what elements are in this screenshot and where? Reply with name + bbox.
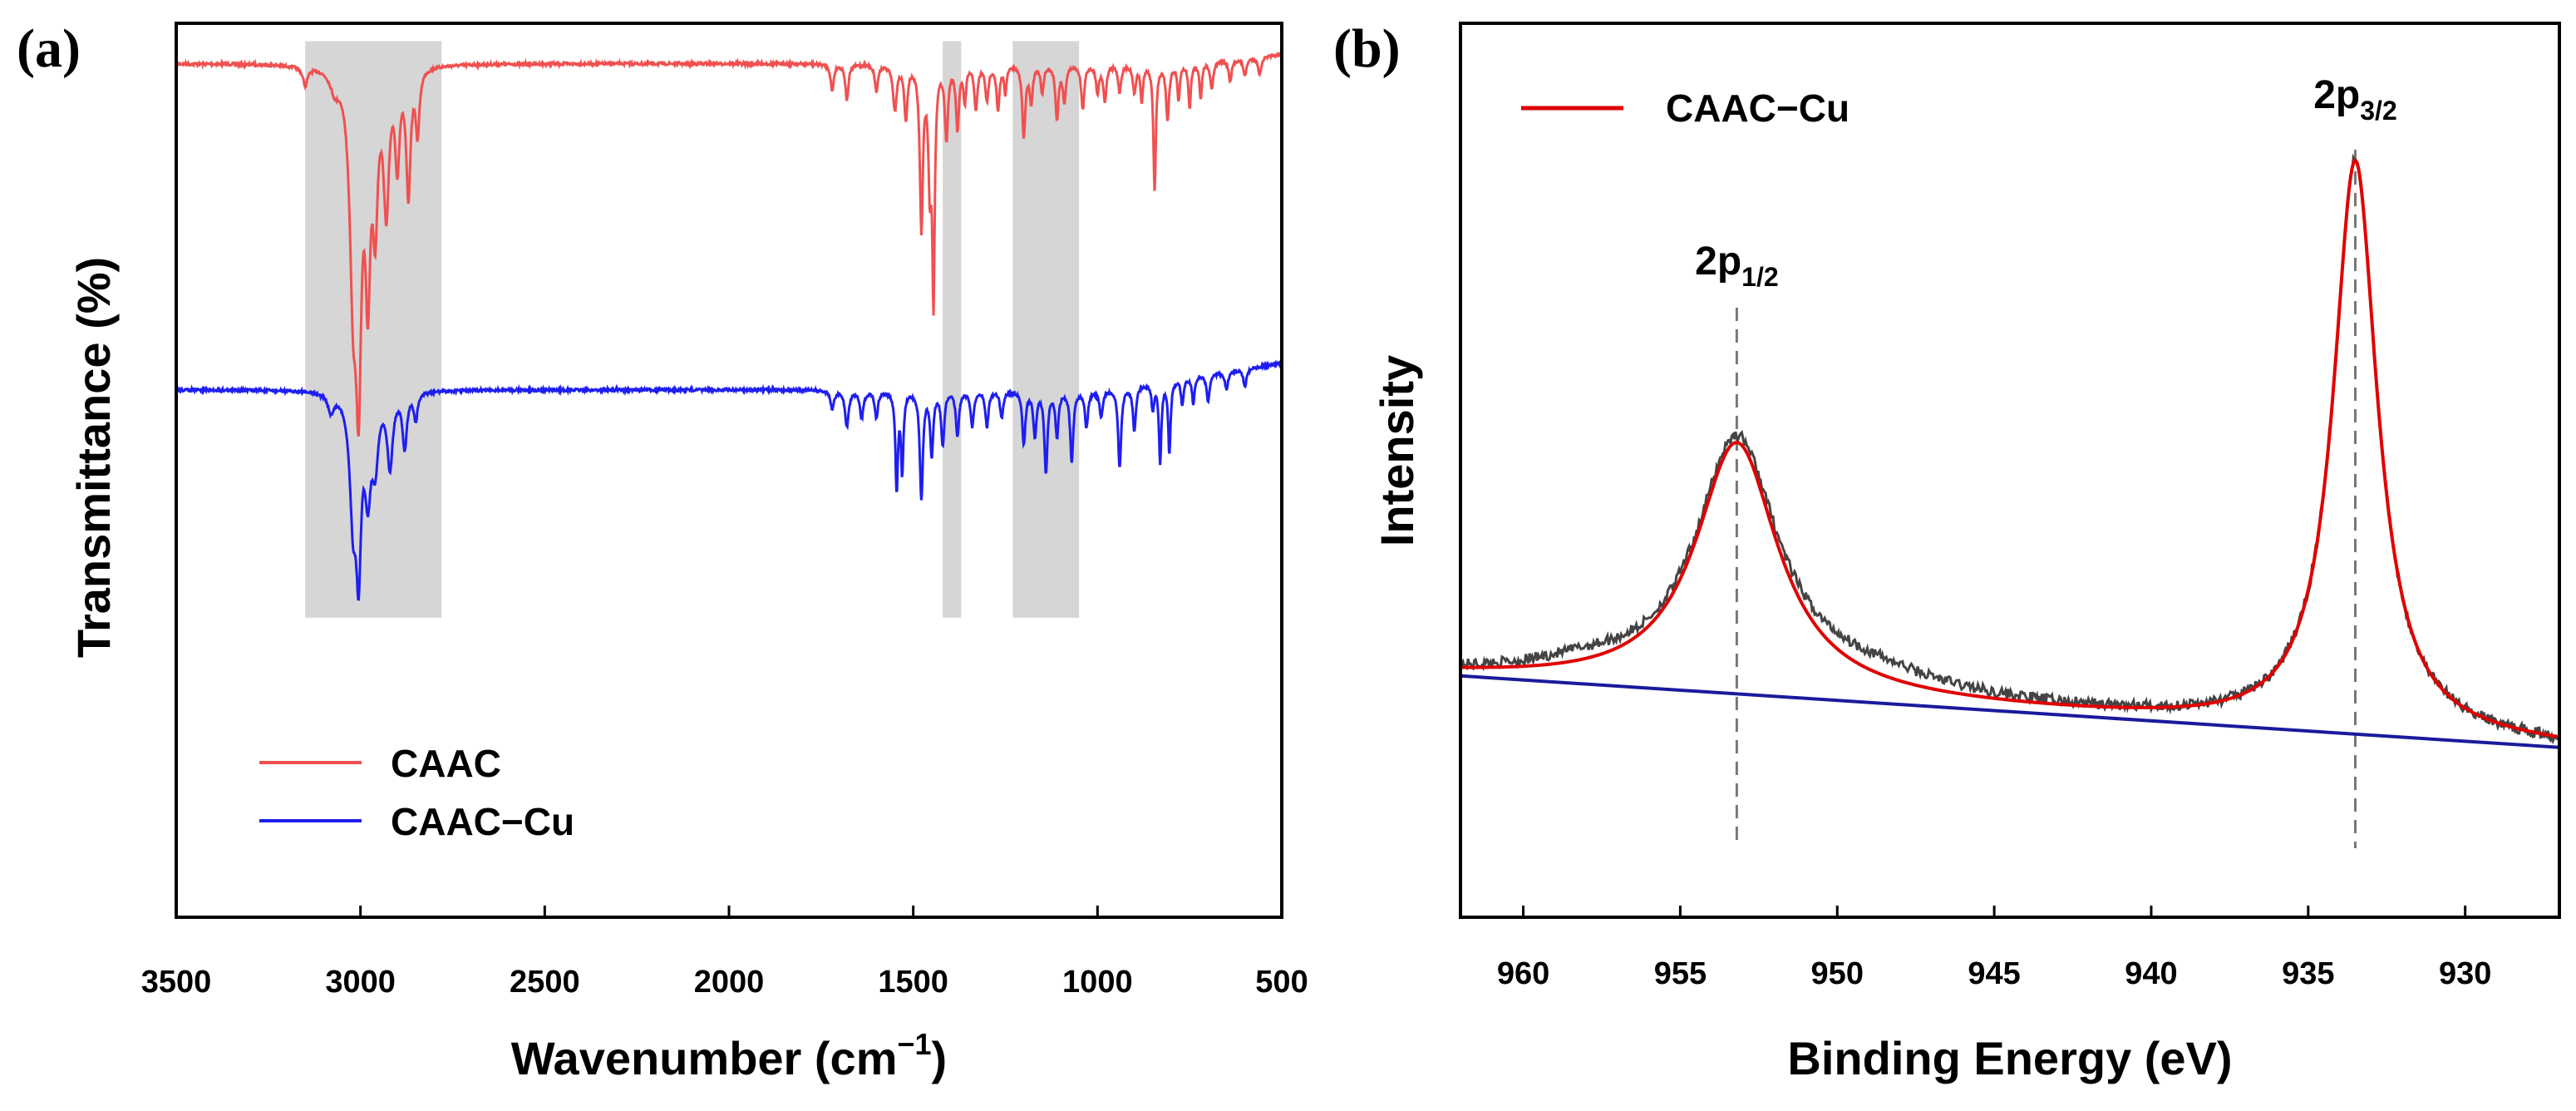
x-axis-title: Wavenumber (cm−1) [511, 1027, 947, 1084]
series-group [175, 51, 1283, 601]
x-tick-label: 960 [1497, 956, 1549, 991]
x-tick-label: 935 [2282, 956, 2334, 991]
shaded-region-1 [943, 41, 962, 618]
x-tick-label: 930 [2439, 956, 2491, 991]
shaded-region-0 [305, 41, 442, 618]
legend: CAAC CAAC−Cu [259, 742, 574, 843]
shaded-regions [305, 41, 1080, 618]
panel-b-frame [1459, 22, 2561, 919]
x-axis-title-close: ) [932, 1032, 948, 1084]
x-tick-label: 950 [1811, 956, 1864, 991]
peak-label-subscript: 1/2 [1741, 262, 1778, 292]
x-tick-label: 955 [1654, 956, 1707, 991]
x-tick-label: 1000 [1062, 965, 1133, 1000]
legend: CAAC−Cu [1521, 86, 1849, 130]
x-axis-title-main: Wavenumber (cm [511, 1032, 898, 1084]
series-line-caac [175, 51, 1283, 437]
peak-label: 2p1/2 [1695, 239, 1779, 292]
peak-label: 2p3/2 [2313, 73, 2397, 126]
legend-label-caac: CAAC [391, 742, 501, 785]
x-tick-label: 3500 [141, 965, 212, 1000]
series-line-caac-cu [175, 359, 1283, 601]
x-tick-label: 500 [1255, 965, 1308, 1000]
y-axis-title: Transmittance (%) [67, 257, 120, 658]
panel-b: (b) 960 955 950 945 940 935 930 Binding Energy… [1333, 18, 2561, 1084]
background-line [1460, 674, 2560, 749]
x-tick-label: 2000 [694, 965, 765, 1000]
series-line-raw [1459, 153, 2560, 745]
x-tick-label: 3000 [325, 965, 396, 1000]
x-tick-label: 945 [1968, 956, 2020, 991]
x-axis-ticks: 3500 3000 2500 2000 1500 1000 500 [141, 906, 1308, 1000]
legend-label-caac-cu: CAAC−Cu [1666, 86, 1849, 130]
x-tick-label: 2500 [510, 965, 580, 1000]
panel-a-label: (a) [17, 18, 81, 79]
y-axis-title: Intensity [1371, 355, 1423, 546]
peak-label-base: 2p [2313, 73, 2360, 117]
peak-label-base: 2p [1695, 239, 1741, 284]
x-tick-label: 940 [2125, 956, 2177, 991]
legend-label-caac-cu: CAAC−Cu [391, 800, 574, 843]
panel-b-label: (b) [1333, 18, 1401, 79]
peak-label-subscript: 3/2 [2360, 96, 2396, 126]
x-tick-label: 1500 [878, 965, 948, 1000]
series-line-fit [1460, 157, 2560, 739]
x-axis-title: Binding Energy (eV) [1787, 1032, 2232, 1084]
x-axis-ticks: 960 955 950 945 940 935 930 [1497, 906, 2491, 991]
x-axis-title-superscript: −1 [898, 1027, 932, 1061]
panel-a: (a) 3500 3000 2500 2000 1500 1000 500 Wavenumb… [17, 18, 1308, 1084]
plot-area [1459, 150, 2560, 848]
